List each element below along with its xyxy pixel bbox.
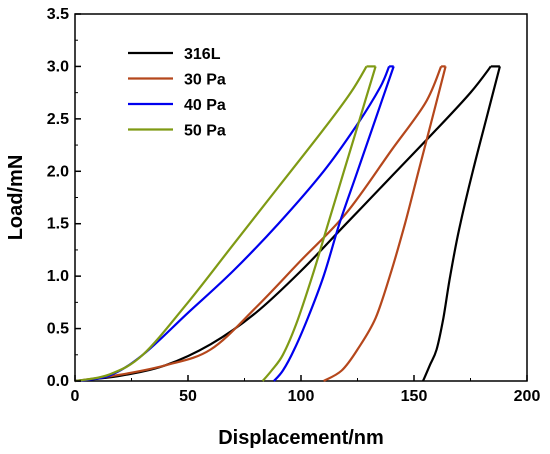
y-tick-label: 2.0 xyxy=(47,163,69,180)
legend-label: 30 Pa xyxy=(184,72,226,89)
y-axis-title: Load/mN xyxy=(5,155,27,241)
x-axis-title: Displacement/nm xyxy=(218,427,384,449)
series-30-pa-unloading-line xyxy=(323,66,447,382)
series-40-pa-loading-line xyxy=(74,65,391,383)
y-tick-label: 0.0 xyxy=(47,373,69,390)
series-50-pa-unloading-line xyxy=(261,66,377,382)
y-tick-label: 2.5 xyxy=(47,111,69,128)
y-tick-label: 1.0 xyxy=(47,268,69,285)
axis-ticks: 0 50 100 150 200 0.0 0.5 1.0 1.5 2.0 2.5 3.0 3.5 xyxy=(47,6,541,405)
series-40-pa-unloading-line xyxy=(273,66,395,382)
x-tick-label: 100 xyxy=(288,388,315,405)
curves xyxy=(74,65,501,383)
series-50-pa-loading-line xyxy=(74,65,368,383)
y-tick-label: 0.5 xyxy=(47,321,69,338)
legend-label: 316L xyxy=(184,46,221,63)
series-316l-unloading-line xyxy=(422,66,501,382)
y-tick-label: 3.0 xyxy=(47,58,69,75)
y-tick-label: 1.5 xyxy=(47,216,69,233)
y-tick-label: 3.5 xyxy=(47,6,69,23)
legend-label: 40 Pa xyxy=(184,97,226,114)
series-30-pa-loading-line xyxy=(74,65,443,383)
x-tick-label: 0 xyxy=(71,388,80,405)
plot-area: 0 50 100 150 200 0.0 0.5 1.0 1.5 2.0 2.5 3.0 3.5 xyxy=(47,6,541,405)
series-316l-loading-line xyxy=(74,65,492,383)
x-tick-label: 150 xyxy=(401,388,428,405)
legend-label: 50 Pa xyxy=(184,123,226,140)
x-tick-label: 200 xyxy=(514,388,541,405)
x-tick-label: 50 xyxy=(179,388,197,405)
legend: 316L 30 Pa 40 Pa 50 Pa xyxy=(128,46,226,140)
